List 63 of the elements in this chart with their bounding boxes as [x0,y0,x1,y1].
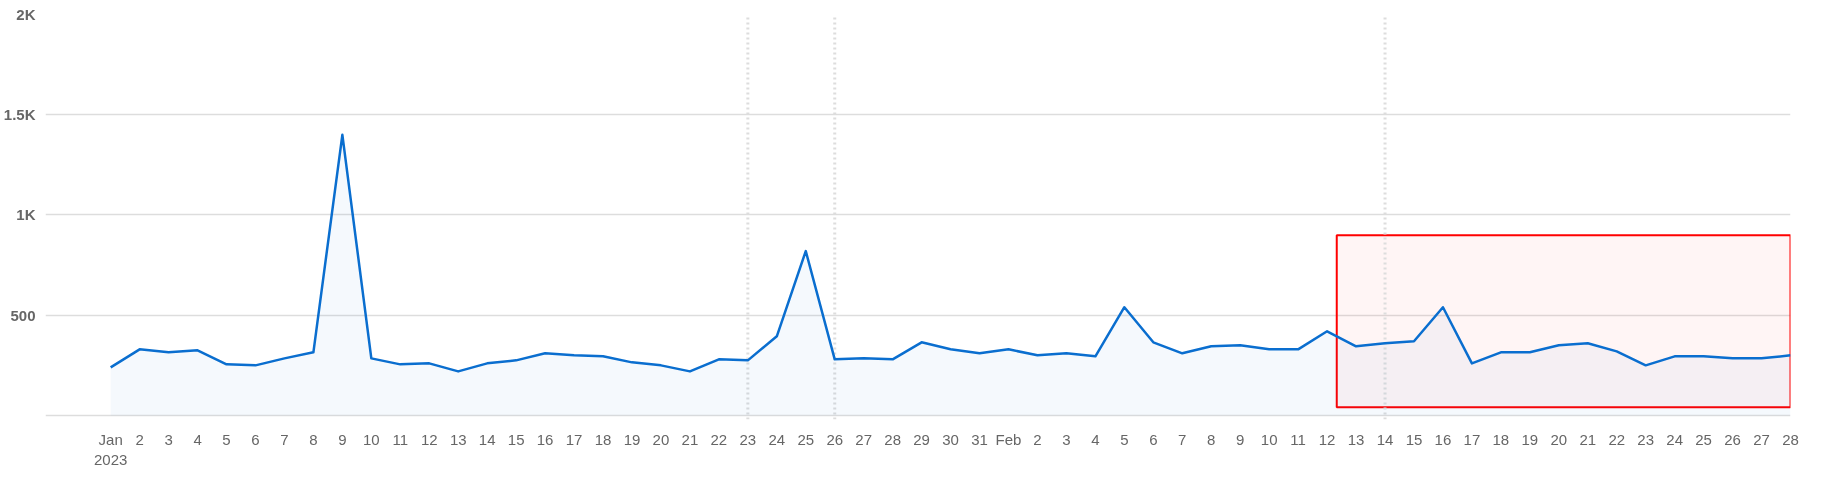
y-tick-label: 1.5K [3,106,36,124]
x-tick-label: 7 [280,430,289,448]
x-tick-label: 25 [1695,430,1712,448]
x-tick-label: 23 [1637,430,1655,448]
x-tick-label: 24 [1666,430,1683,448]
x-tick-label: 15 [1405,430,1423,448]
x-tick-label: 28 [884,430,901,448]
x-tick-label: 4 [1091,430,1100,448]
x-tick-label: 19 [1521,430,1539,448]
x-tick-label: Feb [995,430,1022,448]
x-tick-label: 9 [338,430,347,448]
x-tick-label: 12 [1318,430,1336,448]
x-tick-label: 8 [309,430,318,448]
x-tick-label: 14 [478,430,496,448]
x-tick-label: 30 [942,430,959,448]
x-tick-label: 18 [594,430,612,448]
x-tick-label: 10 [362,430,380,448]
x-tick-label: 7 [1178,430,1187,448]
x-tick-label: 22 [710,430,728,448]
x-tick-label: 16 [1434,430,1452,448]
x-tick-label: 11 [1290,430,1306,448]
x-tick-label: 2 [135,430,144,448]
x-tick-label: 18 [1492,430,1510,448]
x-tick-label: 20 [1550,430,1568,448]
x-tick-label: 26 [1724,430,1741,448]
x-tick-label: 4 [193,430,202,448]
x-tick-label: 23 [739,430,757,448]
x-tick-label: 8 [1207,430,1216,448]
x-tick-label: 3 [164,430,173,448]
x-tick-label: 21 [681,430,699,448]
x-tick-label: 17 [1463,430,1481,448]
x-tick-label: 9 [1236,430,1245,448]
x-tick-label: 24 [768,430,786,448]
x-tick-label: 11 [392,430,409,448]
x-tick-label: 28 [1782,430,1799,448]
x-tick-label: 6 [1149,430,1158,448]
x-tick-label: 6 [251,430,260,448]
y-tick-label: 1K [16,206,36,224]
y-tick-label: 500 [10,306,36,324]
x-tick-label: 13 [449,430,467,448]
x-tick-label: 22 [1608,430,1626,448]
x-tick-label: 14 [1376,430,1394,448]
x-tick-label: 31 [971,430,988,448]
x-tick-label: 26 [826,430,844,448]
x-tick-label: 27 [1753,430,1770,448]
x-tick-label: 13 [1347,430,1365,448]
x-tick-label: 15 [507,430,525,448]
x-tick-label: Jan 2023 [93,430,128,468]
x-tick-label: 17 [565,430,583,448]
x-tick-label: 16 [536,430,554,448]
x-tick-label: 3 [1062,430,1071,448]
x-tick-label: 5 [1120,430,1129,448]
x-tick-label: 27 [855,430,873,448]
x-tick-label: 19 [623,430,641,448]
x-tick-label: 2 [1033,430,1042,448]
x-tick-label: 21 [1579,430,1597,448]
y-tick-label: 2K [16,6,36,23]
x-tick-label: 25 [797,430,815,448]
x-tick-label: 29 [913,430,930,448]
x-tick-label: 12 [420,430,438,448]
x-tick-label: 5 [222,430,231,448]
x-tick-label: 10 [1260,430,1278,448]
x-tick-label: 20 [652,430,670,448]
